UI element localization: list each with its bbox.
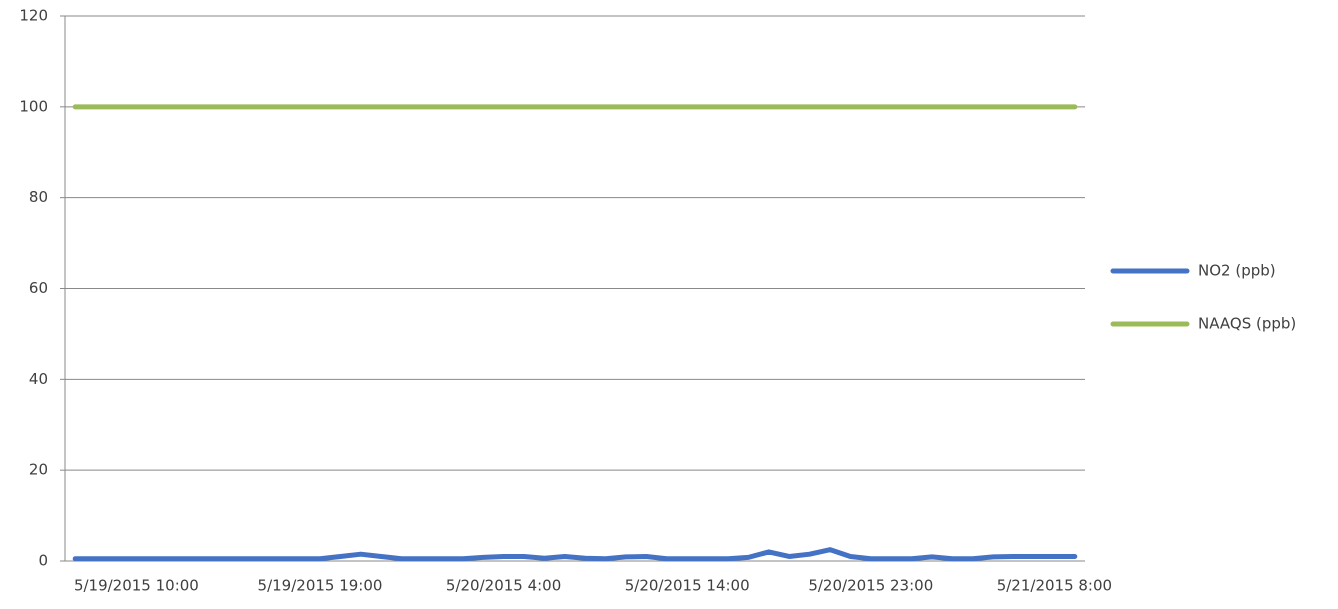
x-tick-label: 5/21/2015 8:00 <box>997 577 1112 595</box>
y-tick-label: 60 <box>29 279 48 297</box>
y-tick-label: 100 <box>19 97 48 115</box>
x-tick-label: 5/19/2015 10:00 <box>74 577 199 595</box>
x-tick-label: 5/20/2015 23:00 <box>808 577 933 595</box>
x-tick-label: 5/20/2015 14:00 <box>625 577 750 595</box>
y-tick-label: 20 <box>29 461 48 479</box>
series-line <box>72 547 1078 562</box>
x-tick-label: 5/20/2015 4:00 <box>446 577 561 595</box>
x-tick-label: 5/19/2015 19:00 <box>258 577 383 595</box>
legend-label: NAAQS (ppb) <box>1198 315 1296 333</box>
y-tick-label: 0 <box>38 552 48 570</box>
legend-label: NO2 (ppb) <box>1198 262 1276 280</box>
y-tick-label: 120 <box>19 7 48 25</box>
y-tick-label: 80 <box>29 188 48 206</box>
y-tick-label: 40 <box>29 370 48 388</box>
